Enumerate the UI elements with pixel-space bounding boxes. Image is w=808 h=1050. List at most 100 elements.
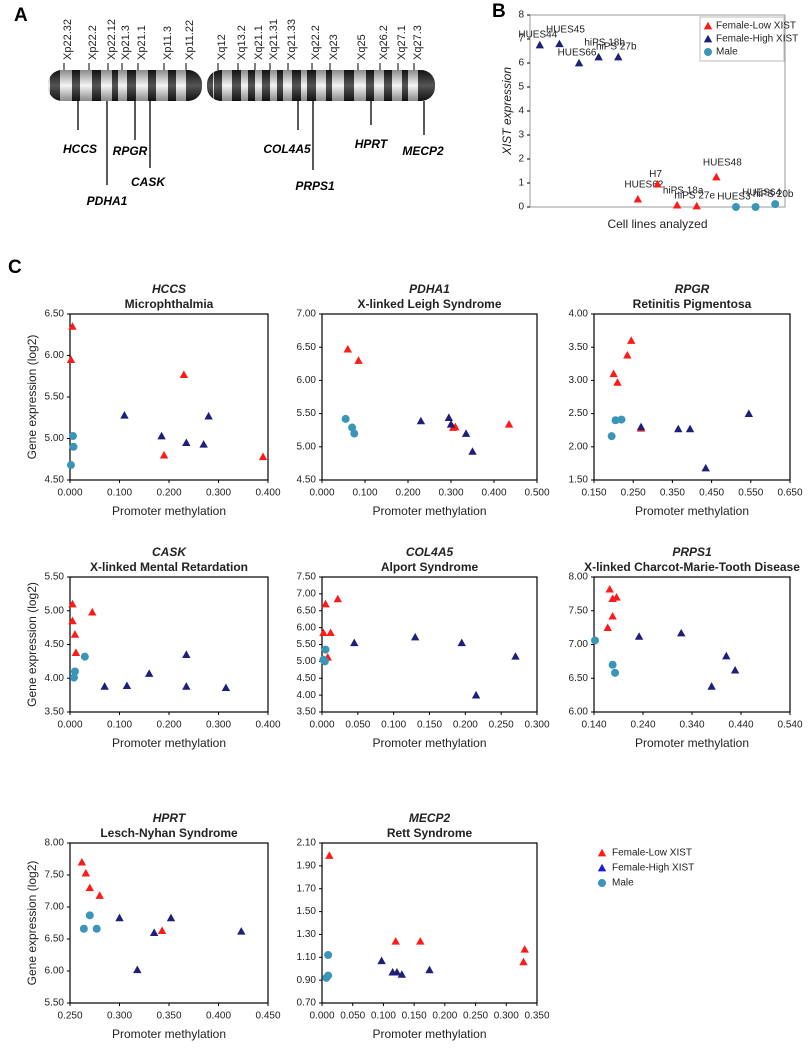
x-tick-label: 0.340 bbox=[679, 720, 704, 731]
point bbox=[468, 447, 477, 455]
point bbox=[343, 344, 352, 353]
band-label: Xp22.2 bbox=[87, 25, 99, 60]
x-tick-label: 0.450 bbox=[699, 488, 724, 499]
x-tick-label: 0.000 bbox=[57, 720, 82, 731]
chromosome-band bbox=[112, 70, 118, 101]
x-axis-label: Promoter methylation bbox=[635, 504, 749, 518]
y-axis-label: Gene expression (log2) bbox=[25, 582, 39, 707]
band-label: Xq27.1 bbox=[396, 25, 408, 60]
band-label: Xq23 bbox=[328, 34, 340, 60]
y-tick-label: 4.50 bbox=[297, 673, 317, 684]
chart-title: MECP2 bbox=[409, 811, 451, 825]
x-tick-label: 0.440 bbox=[728, 720, 753, 731]
point bbox=[68, 432, 77, 441]
x-axis-label: Promoter methylation bbox=[112, 736, 226, 750]
y-tick-label: 3.00 bbox=[569, 375, 589, 386]
chromosome-band bbox=[366, 70, 374, 101]
point bbox=[613, 378, 622, 386]
chart-subtitle: X-linked Charcot-Marie-Tooth Disease bbox=[584, 560, 800, 574]
legend-label: Female-Low XIST bbox=[612, 848, 692, 859]
y-tick-label: 2.00 bbox=[569, 441, 589, 452]
point bbox=[590, 636, 599, 645]
y-tick-label: 1.70 bbox=[297, 883, 317, 894]
y-tick-label: 8.00 bbox=[569, 572, 589, 583]
point bbox=[71, 648, 81, 656]
x-axis-label: Promoter methylation bbox=[112, 1027, 226, 1041]
point bbox=[68, 599, 77, 608]
point bbox=[608, 611, 617, 620]
plot-frame bbox=[69, 576, 269, 713]
point bbox=[608, 660, 617, 669]
point bbox=[182, 650, 191, 658]
y-tick-label: 5.00 bbox=[45, 433, 65, 444]
point bbox=[95, 891, 104, 899]
y-tick-label: 8 bbox=[518, 10, 524, 21]
point bbox=[607, 432, 616, 441]
band-label: Xp11.3 bbox=[162, 26, 174, 60]
band-label: Xq27.3 bbox=[412, 25, 424, 60]
legend-marker bbox=[704, 48, 712, 56]
chart-subtitle: Retinitis Pigmentosa bbox=[633, 297, 752, 311]
point bbox=[321, 645, 330, 654]
point bbox=[325, 851, 334, 859]
y-tick-label: 4 bbox=[518, 106, 524, 117]
x-tick-label: 0.350 bbox=[660, 488, 685, 499]
y-tick-label: 6.00 bbox=[45, 966, 65, 977]
y-tick-label: 3.50 bbox=[45, 707, 65, 718]
gene-label: RPGR bbox=[113, 144, 148, 158]
point bbox=[771, 200, 780, 209]
chart-subtitle: Microphthalmia bbox=[125, 297, 214, 311]
point bbox=[221, 683, 231, 692]
point bbox=[555, 39, 564, 48]
y-tick-label: 1.10 bbox=[297, 952, 317, 963]
legend-marker bbox=[597, 848, 607, 857]
x-tick-label: 0.450 bbox=[255, 1011, 280, 1022]
chart-subtitle: Rett Syndrome bbox=[387, 826, 473, 840]
band-label: Xq21.1 bbox=[253, 25, 265, 60]
band-label: Xq21.33 bbox=[286, 19, 298, 60]
x-tick-label: 0.300 bbox=[206, 720, 231, 731]
y-tick-label: 7.00 bbox=[569, 639, 589, 650]
point-label: H7 bbox=[649, 169, 662, 180]
band-label: Xq12 bbox=[216, 34, 228, 60]
point bbox=[672, 200, 682, 209]
chart-title: CASK bbox=[152, 545, 187, 559]
y-tick-label: 6.00 bbox=[297, 622, 317, 633]
point bbox=[425, 965, 434, 974]
q-arm bbox=[207, 70, 435, 101]
chromosome-band bbox=[418, 70, 435, 101]
y-tick-label: 1.30 bbox=[297, 929, 317, 940]
point bbox=[392, 967, 402, 976]
point bbox=[701, 463, 710, 472]
legend-box bbox=[699, 16, 785, 62]
y-tick-label: 5.50 bbox=[45, 572, 65, 583]
x-tick-label: 0.100 bbox=[381, 720, 406, 731]
band-label: Xq26.2 bbox=[378, 25, 390, 60]
chromosome bbox=[48, 70, 435, 101]
point bbox=[461, 429, 471, 437]
legend-label: Male bbox=[612, 878, 634, 889]
x-tick-label: 0.400 bbox=[206, 1011, 231, 1022]
x-axis-label: Cell lines analyzed bbox=[607, 217, 707, 231]
point bbox=[100, 682, 109, 690]
x-tick-label: 0.000 bbox=[309, 1011, 334, 1022]
point-label: hiPS 27e bbox=[674, 191, 715, 202]
panel-label: B bbox=[492, 1, 506, 22]
y-tick-label: 7.00 bbox=[45, 902, 65, 913]
point bbox=[69, 442, 78, 451]
chromosome-band bbox=[72, 70, 80, 101]
point bbox=[133, 965, 142, 974]
chromosome-band bbox=[262, 70, 270, 101]
point bbox=[391, 937, 400, 945]
point bbox=[446, 420, 456, 428]
x-axis-label: Promoter methylation bbox=[372, 504, 486, 518]
point bbox=[603, 623, 612, 631]
point-label: HUES3 bbox=[717, 192, 751, 203]
y-tick-label: 5.50 bbox=[45, 392, 65, 403]
y-tick-label: 7 bbox=[518, 34, 524, 45]
point bbox=[85, 883, 94, 892]
x-tick-label: 0.100 bbox=[107, 720, 132, 731]
point bbox=[471, 690, 481, 699]
legend-marker bbox=[703, 21, 713, 30]
x-tick-label: 0.000 bbox=[57, 488, 82, 499]
